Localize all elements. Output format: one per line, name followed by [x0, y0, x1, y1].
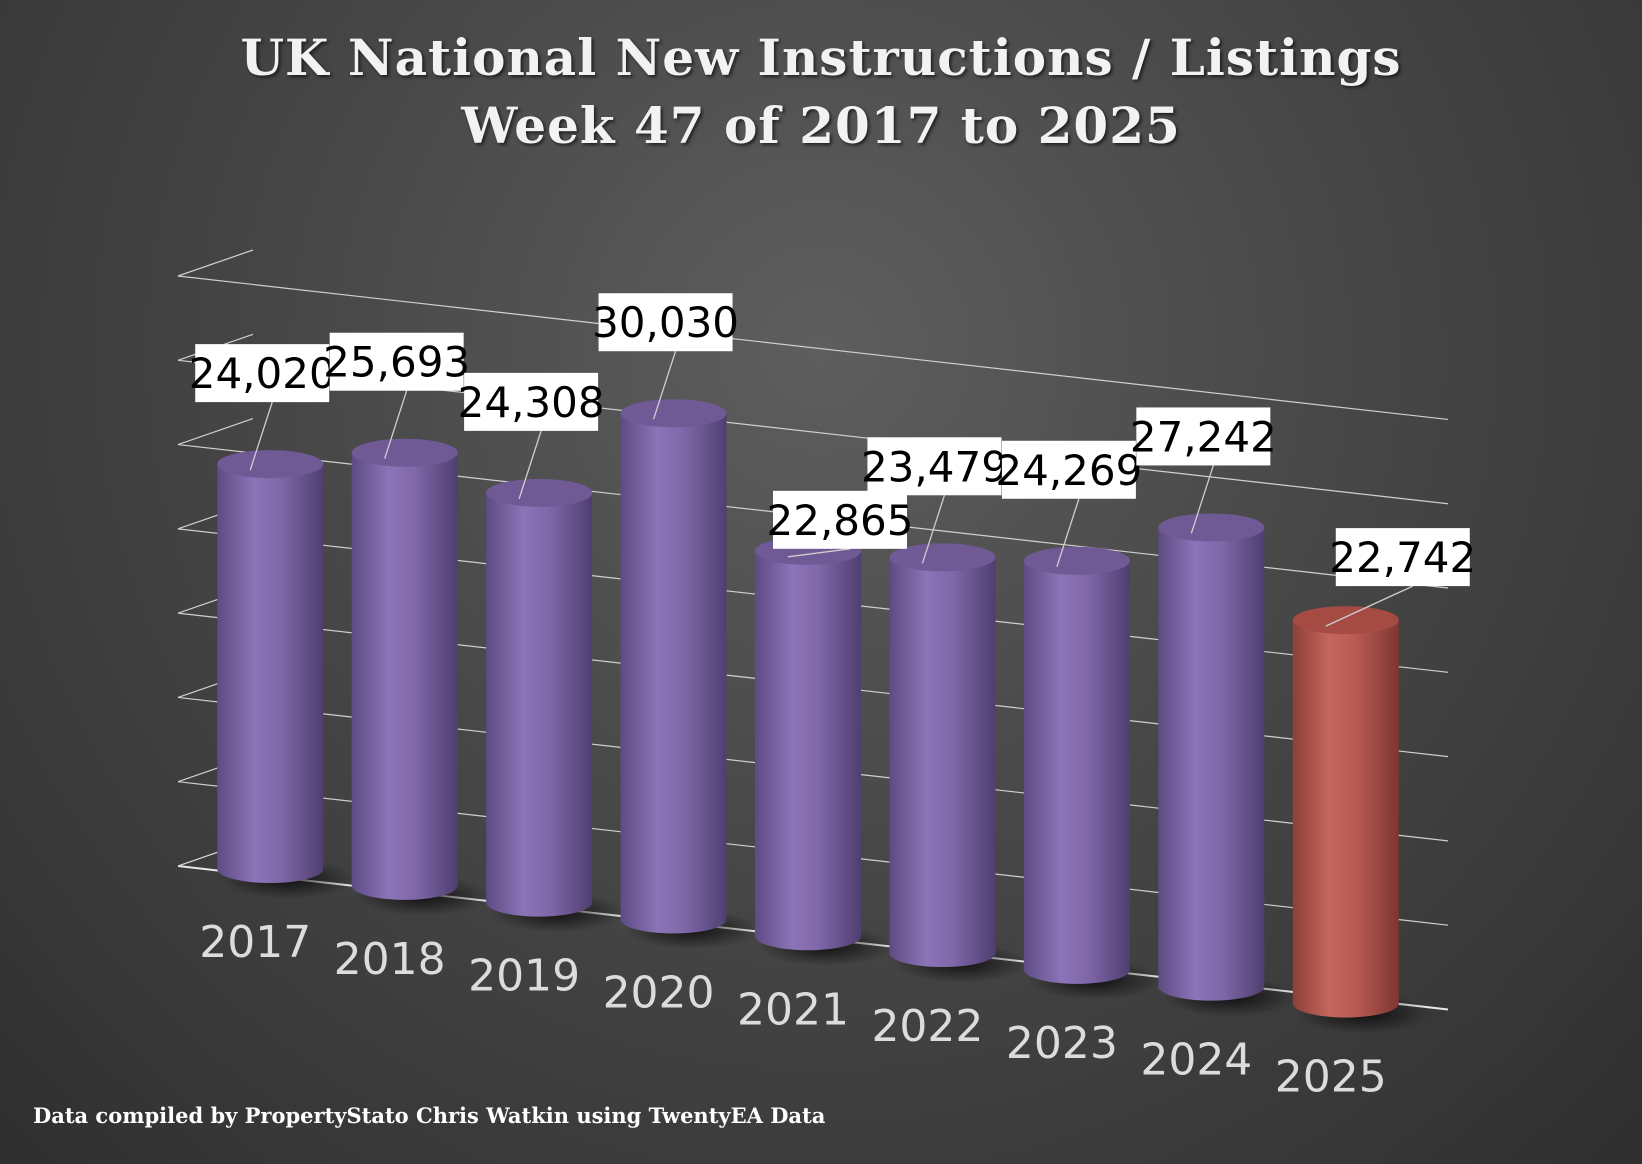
leader-line: [921, 495, 946, 564]
data-label: 30,030: [592, 293, 739, 352]
x-tick-label: 2024: [1140, 1035, 1252, 1086]
bar: [1158, 513, 1297, 1017]
bar-body: [1158, 527, 1265, 1001]
bar: [1292, 606, 1431, 1034]
leader-line: [787, 548, 851, 558]
bar-body: [755, 550, 861, 951]
bar-body: [1023, 560, 1130, 984]
data-label-text: 24,308: [458, 378, 605, 427]
data-label-text: 24,269: [995, 446, 1142, 495]
bar: [889, 543, 1028, 984]
data-label: 24,269: [995, 440, 1142, 499]
bar: [351, 438, 490, 916]
data-label-text: 22,742: [1329, 533, 1476, 582]
x-tick-label: 2019: [468, 951, 580, 1002]
leader-line: [384, 390, 408, 459]
data-label-text: 30,030: [592, 298, 739, 347]
x-tick-label: 2023: [1006, 1018, 1118, 1069]
x-tick-label: 2018: [334, 934, 446, 985]
x-tick-label: 2020: [603, 967, 715, 1018]
gridline-depth: [177, 249, 254, 277]
data-source-note: Data compiled by PropertyStato Chris Wat…: [33, 1103, 826, 1128]
bar-body: [889, 557, 996, 968]
leader-line: [1325, 585, 1414, 627]
bar-top: [1158, 513, 1265, 542]
gridline-depth: [177, 418, 254, 446]
bar-top: [351, 438, 458, 467]
bar: [217, 450, 356, 900]
data-label: 22,865: [767, 490, 914, 549]
data-label: 22,742: [1329, 528, 1476, 587]
bar-body: [620, 413, 727, 934]
bar-body: [217, 464, 324, 884]
bar-top: [1292, 606, 1399, 635]
x-tick-label: 2025: [1275, 1051, 1387, 1102]
bar-top: [620, 399, 727, 428]
bar-top: [1023, 546, 1130, 575]
data-label-text: 25,693: [323, 338, 470, 387]
bar-top: [486, 478, 593, 507]
data-label-text: 27,242: [1130, 412, 1277, 461]
chart-subtitle: Week 47 of 2017 to 2025: [461, 96, 1181, 155]
leader-line: [1190, 465, 1214, 534]
data-label: 24,308: [458, 372, 605, 431]
leader-line: [518, 430, 542, 500]
leader-line: [1056, 498, 1080, 567]
data-label: 23,479: [861, 437, 1008, 496]
gridline: [177, 275, 1449, 421]
data-label-text: 22,865: [767, 496, 914, 545]
bar-body: [351, 452, 458, 900]
bar-top: [217, 450, 324, 479]
leader-line: [249, 401, 273, 471]
data-label-text: 24,020: [189, 349, 336, 398]
data-label: 24,020: [189, 344, 336, 403]
x-tick-label: 2017: [199, 917, 311, 968]
bar: [755, 536, 893, 967]
bar-top: [889, 543, 996, 572]
x-tick-label: 2021: [737, 984, 849, 1035]
bar: [486, 478, 625, 933]
bar: [1023, 546, 1162, 1000]
data-label: 25,693: [323, 332, 470, 391]
bar-body: [1292, 620, 1399, 1018]
chart-title: UK National New Instructions / Listings: [240, 28, 1402, 87]
bar: [620, 399, 759, 950]
bar-body: [486, 492, 593, 917]
x-tick-label: 2022: [871, 1001, 983, 1052]
data-label: 27,242: [1130, 407, 1277, 466]
data-label-text: 23,479: [861, 442, 1008, 491]
leader-line: [652, 351, 677, 420]
